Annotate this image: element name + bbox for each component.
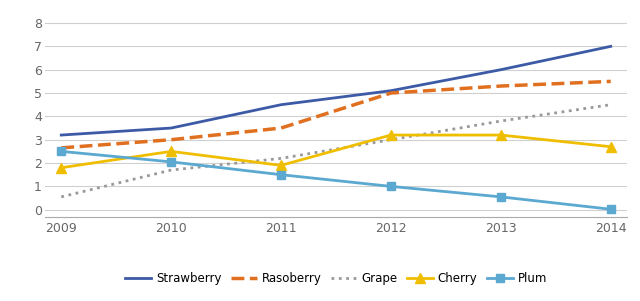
Legend: Strawberry, Rasoberry, Grape, Cherry, Plum: Strawberry, Rasoberry, Grape, Cherry, Pl… [120, 267, 552, 290]
Rasoberry [607, 79, 614, 83]
Rasoberry [167, 138, 175, 141]
Plum [607, 207, 614, 211]
Cherry [277, 163, 285, 167]
Strawberry [277, 103, 285, 107]
Strawberry [58, 133, 65, 137]
Cherry [58, 166, 65, 169]
Plum [387, 185, 395, 188]
Strawberry [387, 89, 395, 92]
Plum [167, 160, 175, 164]
Rasoberry [387, 91, 395, 95]
Rasoberry [497, 84, 505, 88]
Plum [58, 150, 65, 153]
Grape [387, 138, 395, 141]
Grape [167, 168, 175, 172]
Cherry [167, 150, 175, 153]
Strawberry [497, 68, 505, 72]
Rasoberry [277, 126, 285, 130]
Grape [277, 157, 285, 160]
Line: Rasoberry: Rasoberry [61, 81, 611, 148]
Cherry [387, 133, 395, 137]
Line: Cherry: Cherry [56, 130, 616, 172]
Grape [497, 119, 505, 123]
Line: Grape: Grape [61, 105, 611, 197]
Cherry [607, 145, 614, 148]
Line: Strawberry: Strawberry [61, 46, 611, 135]
Line: Plum: Plum [57, 147, 615, 213]
Plum [277, 173, 285, 176]
Cherry [497, 133, 505, 137]
Plum [497, 195, 505, 199]
Grape [607, 103, 614, 107]
Rasoberry [58, 146, 65, 150]
Strawberry [607, 45, 614, 48]
Grape [58, 195, 65, 199]
Strawberry [167, 126, 175, 130]
